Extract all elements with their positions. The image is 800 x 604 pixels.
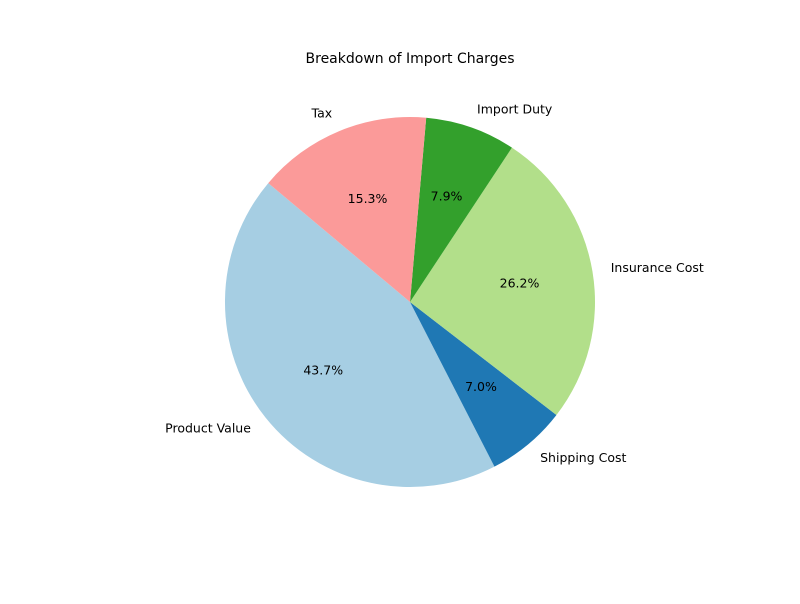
slice-percent-import-duty: 7.9% xyxy=(431,189,463,204)
slice-label-product-value: Product Value xyxy=(165,420,251,435)
pie-slice-product-value xyxy=(224,183,495,488)
chart-title: Breakdown of Import Charges xyxy=(306,51,515,67)
labels-layer: Product Value 43.7% Shipping Cost 7.0% Insur… xyxy=(165,101,704,465)
slice-percent-insurance-cost: 26.2% xyxy=(500,275,540,290)
pie-slice-shipping-cost xyxy=(410,302,557,467)
slices-layer xyxy=(224,116,596,488)
slice-label-tax: Tax xyxy=(311,105,333,120)
slice-percent-product-value: 43.7% xyxy=(303,363,343,378)
slice-label-shipping-cost: Shipping Cost xyxy=(540,450,626,465)
slice-label-insurance-cost: Insurance Cost xyxy=(611,260,704,275)
slice-label-import-duty: Import Duty xyxy=(477,101,553,116)
pie-slice-insurance-cost xyxy=(410,147,596,416)
slice-percent-tax: 15.3% xyxy=(348,191,388,206)
slice-percent-shipping-cost: 7.0% xyxy=(465,379,497,394)
pie-slice-tax xyxy=(268,116,427,302)
pie-slice-import-duty xyxy=(410,117,512,303)
